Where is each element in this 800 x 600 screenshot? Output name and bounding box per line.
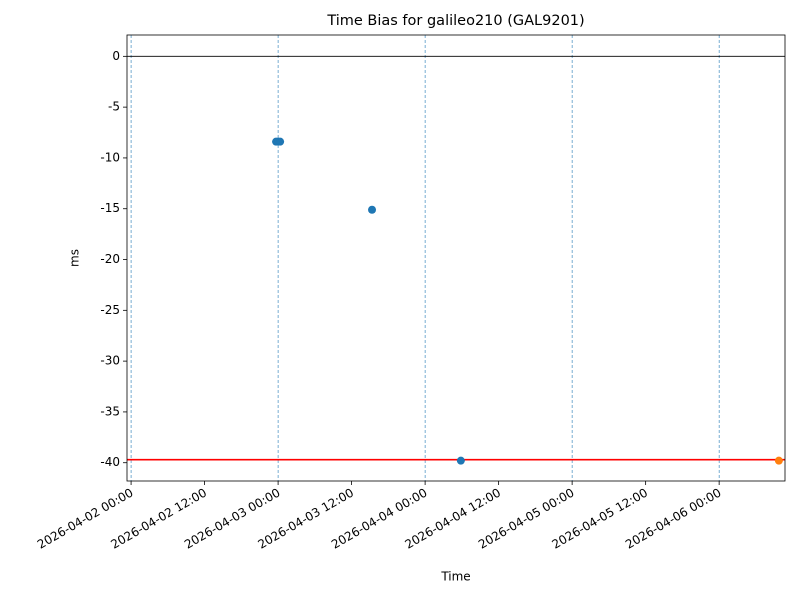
y-tick-label: -25 [100, 303, 120, 317]
point [774, 456, 783, 465]
point [368, 205, 377, 214]
chart-title: Time Bias for galileo210 (GAL9201) [326, 13, 584, 29]
plot-frame [126, 34, 786, 482]
point [456, 456, 465, 465]
y-tick-label: 0 [112, 49, 120, 63]
y-tick-label: -5 [108, 100, 120, 114]
x-axis-label: Time [440, 570, 470, 584]
y-tick-label: -15 [100, 201, 120, 215]
y-tick-label: -40 [100, 455, 120, 469]
y-tick-label: -10 [100, 150, 120, 164]
y-tick-label: -35 [100, 404, 120, 418]
y-axis-label: ms [68, 249, 82, 267]
y-tick-label: -20 [100, 252, 120, 266]
point [276, 137, 285, 146]
y-tick-label: -30 [100, 354, 120, 368]
